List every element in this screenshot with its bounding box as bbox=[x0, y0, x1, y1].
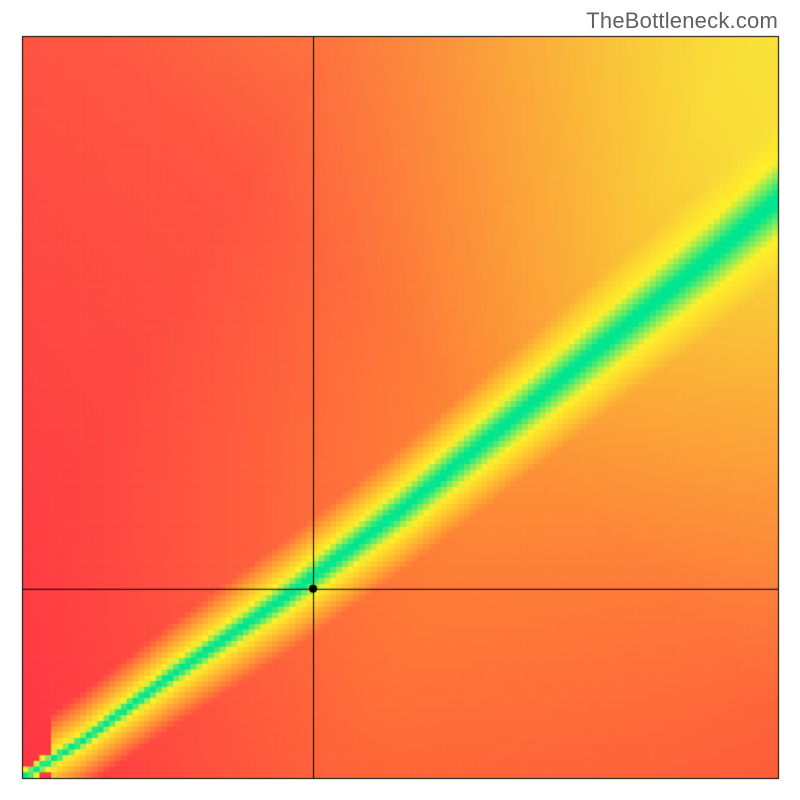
heatmap-canvas bbox=[0, 0, 800, 800]
chart-container: TheBottleneck.com bbox=[0, 0, 800, 800]
watermark-text: TheBottleneck.com bbox=[586, 8, 778, 34]
